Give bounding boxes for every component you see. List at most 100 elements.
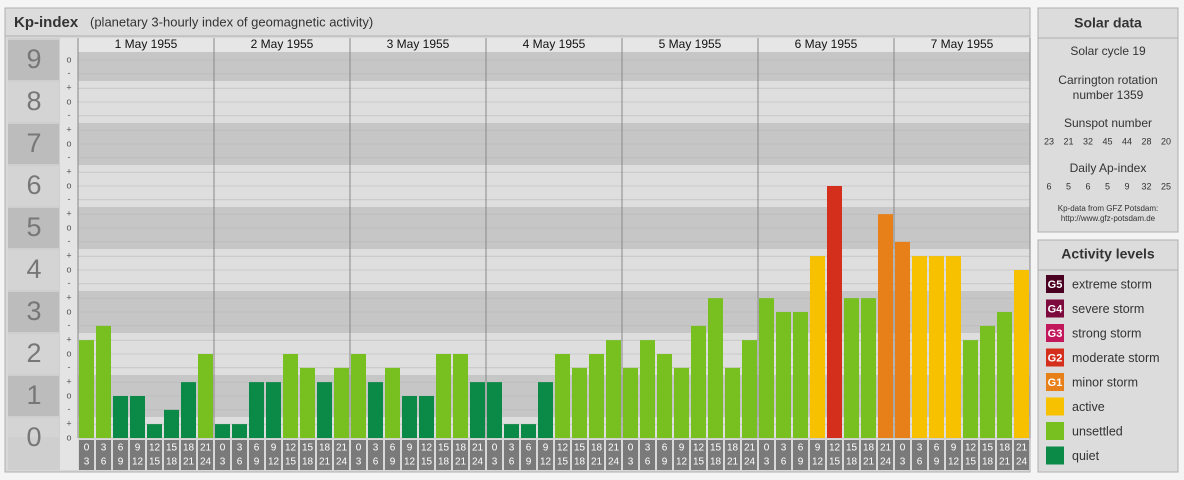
hour-label: 9 [679, 443, 685, 454]
digit-cell [8, 124, 59, 164]
bar [147, 424, 162, 438]
bar [793, 312, 808, 438]
minor-tick-label: o [66, 180, 71, 190]
bar [232, 424, 247, 438]
hour-box [113, 440, 128, 470]
chart-subtitle: (planetary 3-hourly index of geomagnetic… [90, 14, 373, 29]
bar [606, 340, 621, 438]
solar-panel [1037, 7, 1179, 233]
bar [130, 396, 145, 438]
hour-label: 15 [438, 443, 450, 454]
hour-box [300, 440, 315, 470]
hour-label: 15 [846, 443, 858, 454]
legend-swatch [1046, 275, 1064, 293]
bar [419, 396, 434, 438]
hour-box [861, 440, 876, 470]
hour-label: 6 [101, 457, 107, 468]
hour-label: 21 [183, 457, 195, 468]
hour-label: 12 [540, 457, 552, 468]
hour-label: 0 [628, 443, 634, 454]
legend-label: quiet [1072, 449, 1100, 463]
bar [623, 367, 638, 438]
hour-label: 21 [744, 443, 756, 454]
hour-box [79, 440, 94, 470]
hour-label: 0 [220, 443, 226, 454]
hour-box [810, 440, 825, 470]
legend-swatch [1046, 348, 1064, 367]
hour-box [232, 440, 247, 470]
hour-label: 0 [356, 443, 362, 454]
bar [96, 325, 111, 438]
day-header [758, 38, 894, 52]
hour-label: 24 [880, 457, 892, 468]
hour-label: 12 [693, 443, 705, 454]
hour-box [266, 440, 281, 470]
y-tick-label: 5 [26, 212, 41, 242]
hour-label: 18 [982, 457, 994, 468]
bar [504, 424, 519, 438]
bar [708, 298, 723, 438]
bar [249, 382, 264, 438]
hour-label: 21 [472, 443, 484, 454]
digit-cell [8, 292, 59, 332]
levels-title: Activity levels [1061, 246, 1155, 262]
minor-tick-label: - [68, 404, 71, 414]
legend-swatch [1046, 373, 1064, 391]
minor-tick-label: + [66, 125, 71, 135]
hour-label: 6 [237, 457, 243, 468]
hour-label: 18 [183, 443, 195, 454]
hour-box [470, 440, 485, 470]
hour-label: 6 [781, 457, 787, 468]
hour-label: 21 [319, 457, 331, 468]
hour-label: 3 [492, 457, 498, 468]
hour-box [963, 440, 978, 470]
ap-value: 32 [1141, 181, 1151, 191]
hour-label: 9 [271, 443, 277, 454]
minor-tick-label: + [66, 167, 71, 177]
bar [487, 382, 502, 438]
minor-tick-label: o [66, 222, 71, 232]
hour-label: 3 [101, 443, 107, 454]
hour-box [708, 440, 723, 470]
hour-label: 3 [356, 457, 362, 468]
bar [963, 340, 978, 438]
title-bar [4, 7, 1031, 37]
bar [79, 340, 94, 438]
y-tick-label: 1 [26, 380, 41, 410]
minor-tick-label: + [66, 293, 71, 303]
solar-title: Solar data [1074, 15, 1142, 31]
bar [215, 424, 230, 438]
ap-value: 5 [1105, 181, 1110, 191]
bar [946, 256, 961, 438]
legend-label: minor storm [1072, 375, 1138, 389]
bar [674, 367, 689, 438]
hour-box [827, 440, 842, 470]
hour-box [283, 440, 298, 470]
hour-label: 15 [421, 457, 433, 468]
bar [929, 256, 944, 438]
digit-cell [8, 40, 59, 80]
legend-swatch [1046, 446, 1064, 465]
bar [844, 298, 859, 438]
digit-cell [8, 166, 59, 206]
y-tick-label: 2 [26, 338, 41, 368]
hour-box [385, 440, 400, 470]
hour-label: 0 [764, 443, 770, 454]
hour-label: 24 [744, 457, 756, 468]
hour-label: 3 [373, 443, 379, 454]
hour-box [691, 440, 706, 470]
digit-cell [8, 376, 59, 416]
minor-tick-label: - [68, 194, 71, 204]
day-label: 6 May 1955 [795, 37, 858, 51]
hour-label: 15 [285, 457, 297, 468]
legend-label: extreme storm [1072, 277, 1152, 291]
day-header [214, 38, 350, 52]
hour-box [351, 440, 366, 470]
hour-label: 3 [917, 443, 923, 454]
y-tick-label: 6 [26, 170, 41, 200]
sunspot-value: 28 [1141, 136, 1151, 146]
hour-label: 15 [693, 457, 705, 468]
hour-box [572, 440, 587, 470]
hour-box [674, 440, 689, 470]
minor-tick-label: o [66, 348, 71, 358]
